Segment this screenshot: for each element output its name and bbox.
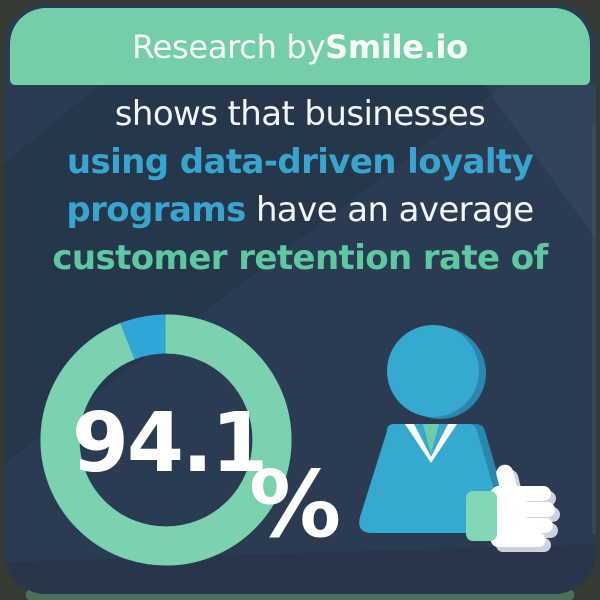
- headline-line-3-accent: programs: [66, 190, 246, 230]
- customer-icon: [359, 325, 560, 552]
- retention-rate-value: 94.1: [71, 396, 268, 491]
- headline-line-3: programs have an average: [4, 186, 596, 234]
- cuff: [466, 491, 497, 541]
- research-by-label: Research by: [132, 27, 326, 66]
- thumbs-up-icon: [466, 464, 560, 552]
- headline-line-1: shows that businesses: [114, 94, 486, 134]
- donut-retention-segment: [40, 314, 292, 566]
- infographic-card: Research by Smile.io shows that business…: [4, 4, 596, 594]
- headline: shows that businesses using data-driven …: [4, 90, 596, 282]
- tie-shape: [423, 424, 439, 453]
- headline-line-3-rest: have an average: [255, 190, 534, 230]
- head-circle: [387, 325, 479, 417]
- headline-line-4: customer retention rate of: [52, 238, 548, 278]
- person-figure: [359, 325, 511, 533]
- thumbs-up-hand: [491, 464, 555, 547]
- percent-sign: %: [249, 451, 342, 558]
- bottom-edge-bar: [26, 590, 574, 600]
- source-banner: Research by Smile.io: [10, 8, 590, 85]
- retention-donut-chart: [40, 314, 292, 566]
- headline-line-2: using data-driven loyalty: [66, 142, 534, 182]
- smileio-brand: Smile.io: [325, 27, 468, 66]
